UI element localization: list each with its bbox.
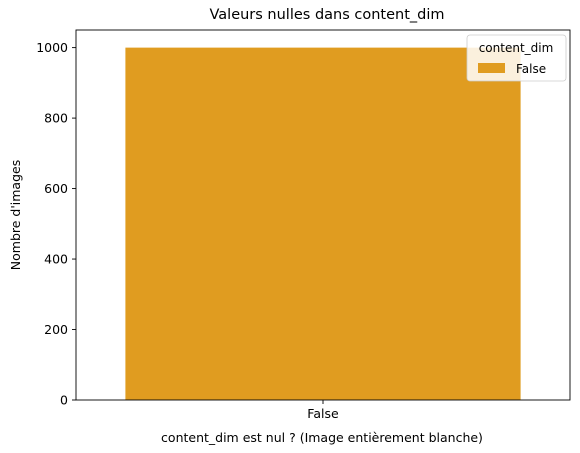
x-axis-label: content_dim est nul ? (Image entièrement…	[161, 430, 483, 445]
y-tick-label: 0	[60, 393, 68, 408]
x-tick-label: False	[307, 406, 339, 421]
legend-entry-false: False	[516, 62, 546, 76]
y-tick-label: 200	[44, 322, 68, 337]
chart-title: Valeurs nulles dans content_dim	[209, 7, 444, 23]
y-tick-label: 800	[44, 111, 68, 126]
plot-area	[125, 47, 521, 400]
legend-title: content_dim	[479, 41, 554, 55]
y-tick-label: 1000	[36, 40, 68, 55]
y-axis-label: Nombre d'images	[8, 160, 23, 270]
y-axis-ticks: 0 200 400 600 800 1000	[36, 40, 76, 408]
y-tick-label: 400	[44, 252, 68, 267]
legend-swatch	[478, 63, 505, 73]
x-axis-ticks: False	[307, 400, 339, 421]
y-tick-label: 600	[44, 181, 68, 196]
bar-false	[125, 47, 521, 400]
legend: content_dim False	[466, 34, 567, 82]
